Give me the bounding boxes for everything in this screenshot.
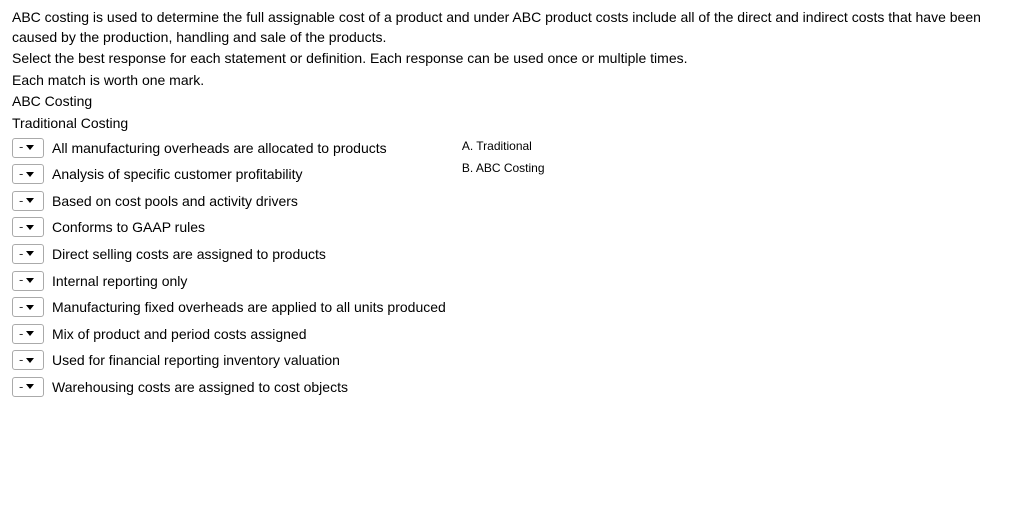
dropdown-value: - — [19, 325, 23, 343]
dropdown-value: - — [19, 378, 23, 396]
statement-text: Mix of product and period costs assigned — [52, 324, 306, 345]
answer-dropdown-8[interactable]: - — [12, 350, 44, 370]
answer-dropdown-3[interactable]: - — [12, 217, 44, 237]
statements-column: - All manufacturing overheads are alloca… — [12, 138, 446, 404]
dropdown-value: - — [19, 218, 23, 236]
statement-text: Conforms to GAAP rules — [52, 217, 205, 238]
statement-text: Direct selling costs are assigned to pro… — [52, 244, 326, 265]
chevron-down-icon — [26, 384, 34, 389]
statement-row: - Warehousing costs are assigned to cost… — [12, 377, 446, 398]
statement-text: Used for financial reporting inventory v… — [52, 350, 340, 371]
statement-text: Warehousing costs are assigned to cost o… — [52, 377, 348, 398]
answer-dropdown-2[interactable]: - — [12, 191, 44, 211]
statement-row: - Used for financial reporting inventory… — [12, 350, 446, 371]
statement-row: - Analysis of specific customer profitab… — [12, 164, 446, 185]
statement-text: Analysis of specific customer profitabil… — [52, 164, 303, 185]
statement-row: - Direct selling costs are assigned to p… — [12, 244, 446, 265]
chevron-down-icon — [26, 251, 34, 256]
statement-text: All manufacturing overheads are allocate… — [52, 138, 387, 159]
chevron-down-icon — [26, 172, 34, 177]
chevron-down-icon — [26, 331, 34, 336]
options-column: A. Traditional B. ABC Costing — [462, 138, 545, 184]
dropdown-value: - — [19, 298, 23, 316]
chevron-down-icon — [26, 198, 34, 203]
answer-dropdown-1[interactable]: - — [12, 164, 44, 184]
dropdown-value: - — [19, 192, 23, 210]
statement-row: - Conforms to GAAP rules — [12, 217, 446, 238]
option-a: A. Traditional — [462, 138, 545, 155]
dropdown-value: - — [19, 351, 23, 369]
dropdown-value: - — [19, 138, 23, 156]
statement-text: Internal reporting only — [52, 271, 187, 292]
intro-line-2: Select the best response for each statem… — [12, 49, 1012, 69]
option-b: B. ABC Costing — [462, 160, 545, 177]
statement-text: Manufacturing fixed overheads are applie… — [52, 297, 446, 318]
statement-row: - Based on cost pools and activity drive… — [12, 191, 446, 212]
heading-abc: ABC Costing — [12, 92, 1012, 112]
intro-line-3: Each match is worth one mark. — [12, 71, 1012, 91]
statement-row: - Manufacturing fixed overheads are appl… — [12, 297, 446, 318]
statement-row: - Mix of product and period costs assign… — [12, 324, 446, 345]
chevron-down-icon — [26, 225, 34, 230]
chevron-down-icon — [26, 278, 34, 283]
answer-dropdown-7[interactable]: - — [12, 324, 44, 344]
answer-dropdown-5[interactable]: - — [12, 271, 44, 291]
chevron-down-icon — [26, 358, 34, 363]
dropdown-value: - — [19, 165, 23, 183]
answer-dropdown-0[interactable]: - — [12, 138, 44, 158]
chevron-down-icon — [26, 305, 34, 310]
answer-dropdown-6[interactable]: - — [12, 297, 44, 317]
answer-dropdown-4[interactable]: - — [12, 244, 44, 264]
statement-text: Based on cost pools and activity drivers — [52, 191, 298, 212]
matching-container: - All manufacturing overheads are alloca… — [12, 138, 1012, 404]
statement-row: - All manufacturing overheads are alloca… — [12, 138, 446, 159]
heading-traditional: Traditional Costing — [12, 114, 1012, 134]
dropdown-value: - — [19, 245, 23, 263]
chevron-down-icon — [26, 145, 34, 150]
intro-line-1: ABC costing is used to determine the ful… — [12, 8, 1012, 47]
answer-dropdown-9[interactable]: - — [12, 377, 44, 397]
dropdown-value: - — [19, 271, 23, 289]
statement-row: - Internal reporting only — [12, 271, 446, 292]
